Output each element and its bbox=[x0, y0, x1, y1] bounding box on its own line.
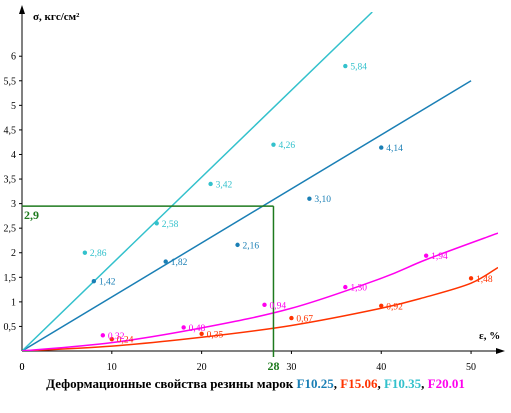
data-label-f10-25: 3,10 bbox=[314, 195, 331, 205]
data-point-f15-06 bbox=[379, 303, 384, 308]
caption-prefix: Деформационные свойства резины марок bbox=[46, 376, 297, 391]
data-point-f15-06 bbox=[199, 331, 204, 337]
data-label-f15-06: 0,67 bbox=[296, 315, 313, 325]
series-line-f10-35 bbox=[22, 12, 373, 351]
data-label-f10-25: 1,42 bbox=[99, 278, 116, 288]
data-point-f10-25 bbox=[163, 259, 168, 264]
x-tick-label: 20 bbox=[197, 362, 207, 373]
caption-item-3: F10.35 bbox=[383, 376, 422, 391]
reference-y-label: 2,9 bbox=[24, 208, 39, 222]
y-tick-label: 1 bbox=[11, 297, 16, 308]
data-point-f10-25 bbox=[91, 279, 97, 284]
series-line-f15-06 bbox=[22, 266, 498, 351]
data-point-f20-01 bbox=[423, 253, 429, 258]
data-label-f10-35: 2,58 bbox=[162, 220, 179, 230]
y-axis-title: σ, кгс/см² bbox=[33, 11, 80, 23]
data-label-f20-01: 1,94 bbox=[431, 252, 448, 262]
y-tick-label: 0,5 bbox=[4, 322, 17, 333]
data-point-f20-01 bbox=[262, 302, 267, 308]
x-tick-label: 50 bbox=[466, 362, 476, 373]
data-point-f10-35 bbox=[154, 221, 159, 226]
x-tick-label: 0 bbox=[20, 362, 25, 373]
y-tick-label: 1,5 bbox=[4, 273, 17, 284]
caption-sep-3: , bbox=[421, 376, 428, 391]
data-point-f20-01 bbox=[181, 325, 186, 330]
data-label-f20-01: 0,48 bbox=[189, 324, 206, 334]
y-tick-label: 3 bbox=[11, 199, 16, 210]
series-line-f20-01 bbox=[22, 232, 498, 351]
data-point-f10-35 bbox=[82, 250, 88, 255]
y-tick-label: 4,5 bbox=[4, 125, 17, 136]
caption-item-2: F15.06 bbox=[340, 376, 378, 391]
x-axis-title: ε, % bbox=[479, 330, 500, 342]
data-label-f10-35: 4,26 bbox=[278, 141, 295, 151]
y-tick-label: 6 bbox=[11, 52, 16, 63]
data-label-f10-35: 2,86 bbox=[90, 249, 107, 259]
data-point-f10-25 bbox=[379, 145, 384, 150]
x-tick-label: 30 bbox=[286, 362, 296, 373]
caption-sep-1: , bbox=[333, 376, 341, 391]
data-point-f10-25 bbox=[235, 242, 240, 248]
y-tick-label: 2 bbox=[11, 248, 16, 259]
y-axis-arrow bbox=[19, 5, 25, 14]
x-tick-label: 40 bbox=[376, 362, 386, 373]
data-label-f15-06: 0,92 bbox=[386, 302, 403, 312]
data-label-f15-06: 1,48 bbox=[476, 275, 493, 285]
data-label-f10-35: 3,42 bbox=[216, 180, 233, 190]
caption-item-4: F20.01 bbox=[427, 376, 465, 391]
y-tick-label: 5,5 bbox=[4, 76, 17, 87]
series-line-f10-25 bbox=[22, 80, 472, 351]
data-label-f10-25: 1,82 bbox=[171, 258, 188, 268]
data-label-f20-01: 0,32 bbox=[108, 332, 125, 342]
caption-sep-2: , bbox=[377, 376, 384, 391]
data-point-f20-01 bbox=[100, 333, 106, 338]
data-label-f10-25: 4,14 bbox=[386, 144, 403, 154]
data-label-f10-35: 5,84 bbox=[350, 63, 367, 73]
data-label-f15-06: 0,24 bbox=[117, 336, 134, 346]
data-point-f10-25 bbox=[307, 196, 312, 201]
data-label-f15-06: 0,35 bbox=[207, 330, 224, 340]
y-tick-label: 4 bbox=[11, 150, 16, 161]
chart-caption: Деформационные свойства резины марок F10… bbox=[0, 376, 511, 392]
y-tick-label: 5 bbox=[11, 101, 16, 112]
data-point-f10-35 bbox=[208, 181, 213, 187]
data-point-f15-06 bbox=[109, 337, 115, 342]
data-point-f15-06 bbox=[289, 315, 294, 321]
data-label-f20-01: 0,94 bbox=[269, 301, 286, 311]
data-label-f20-01: 1,30 bbox=[350, 284, 367, 294]
reference-x-label: 28 bbox=[267, 359, 279, 373]
data-point-f20-01 bbox=[343, 284, 348, 290]
caption-item-1: F10.25 bbox=[296, 376, 334, 391]
data-label-f10-25: 2,16 bbox=[243, 241, 260, 251]
y-tick-label: 2,5 bbox=[4, 224, 17, 235]
data-point-f10-35 bbox=[271, 142, 276, 147]
x-axis-arrow bbox=[496, 348, 505, 354]
data-point-f15-06 bbox=[468, 276, 474, 281]
y-tick-label: 3,5 bbox=[4, 175, 17, 186]
x-tick-label: 10 bbox=[107, 362, 117, 373]
data-point-f10-35 bbox=[343, 63, 348, 69]
x-origin-label: 0 bbox=[20, 362, 25, 373]
